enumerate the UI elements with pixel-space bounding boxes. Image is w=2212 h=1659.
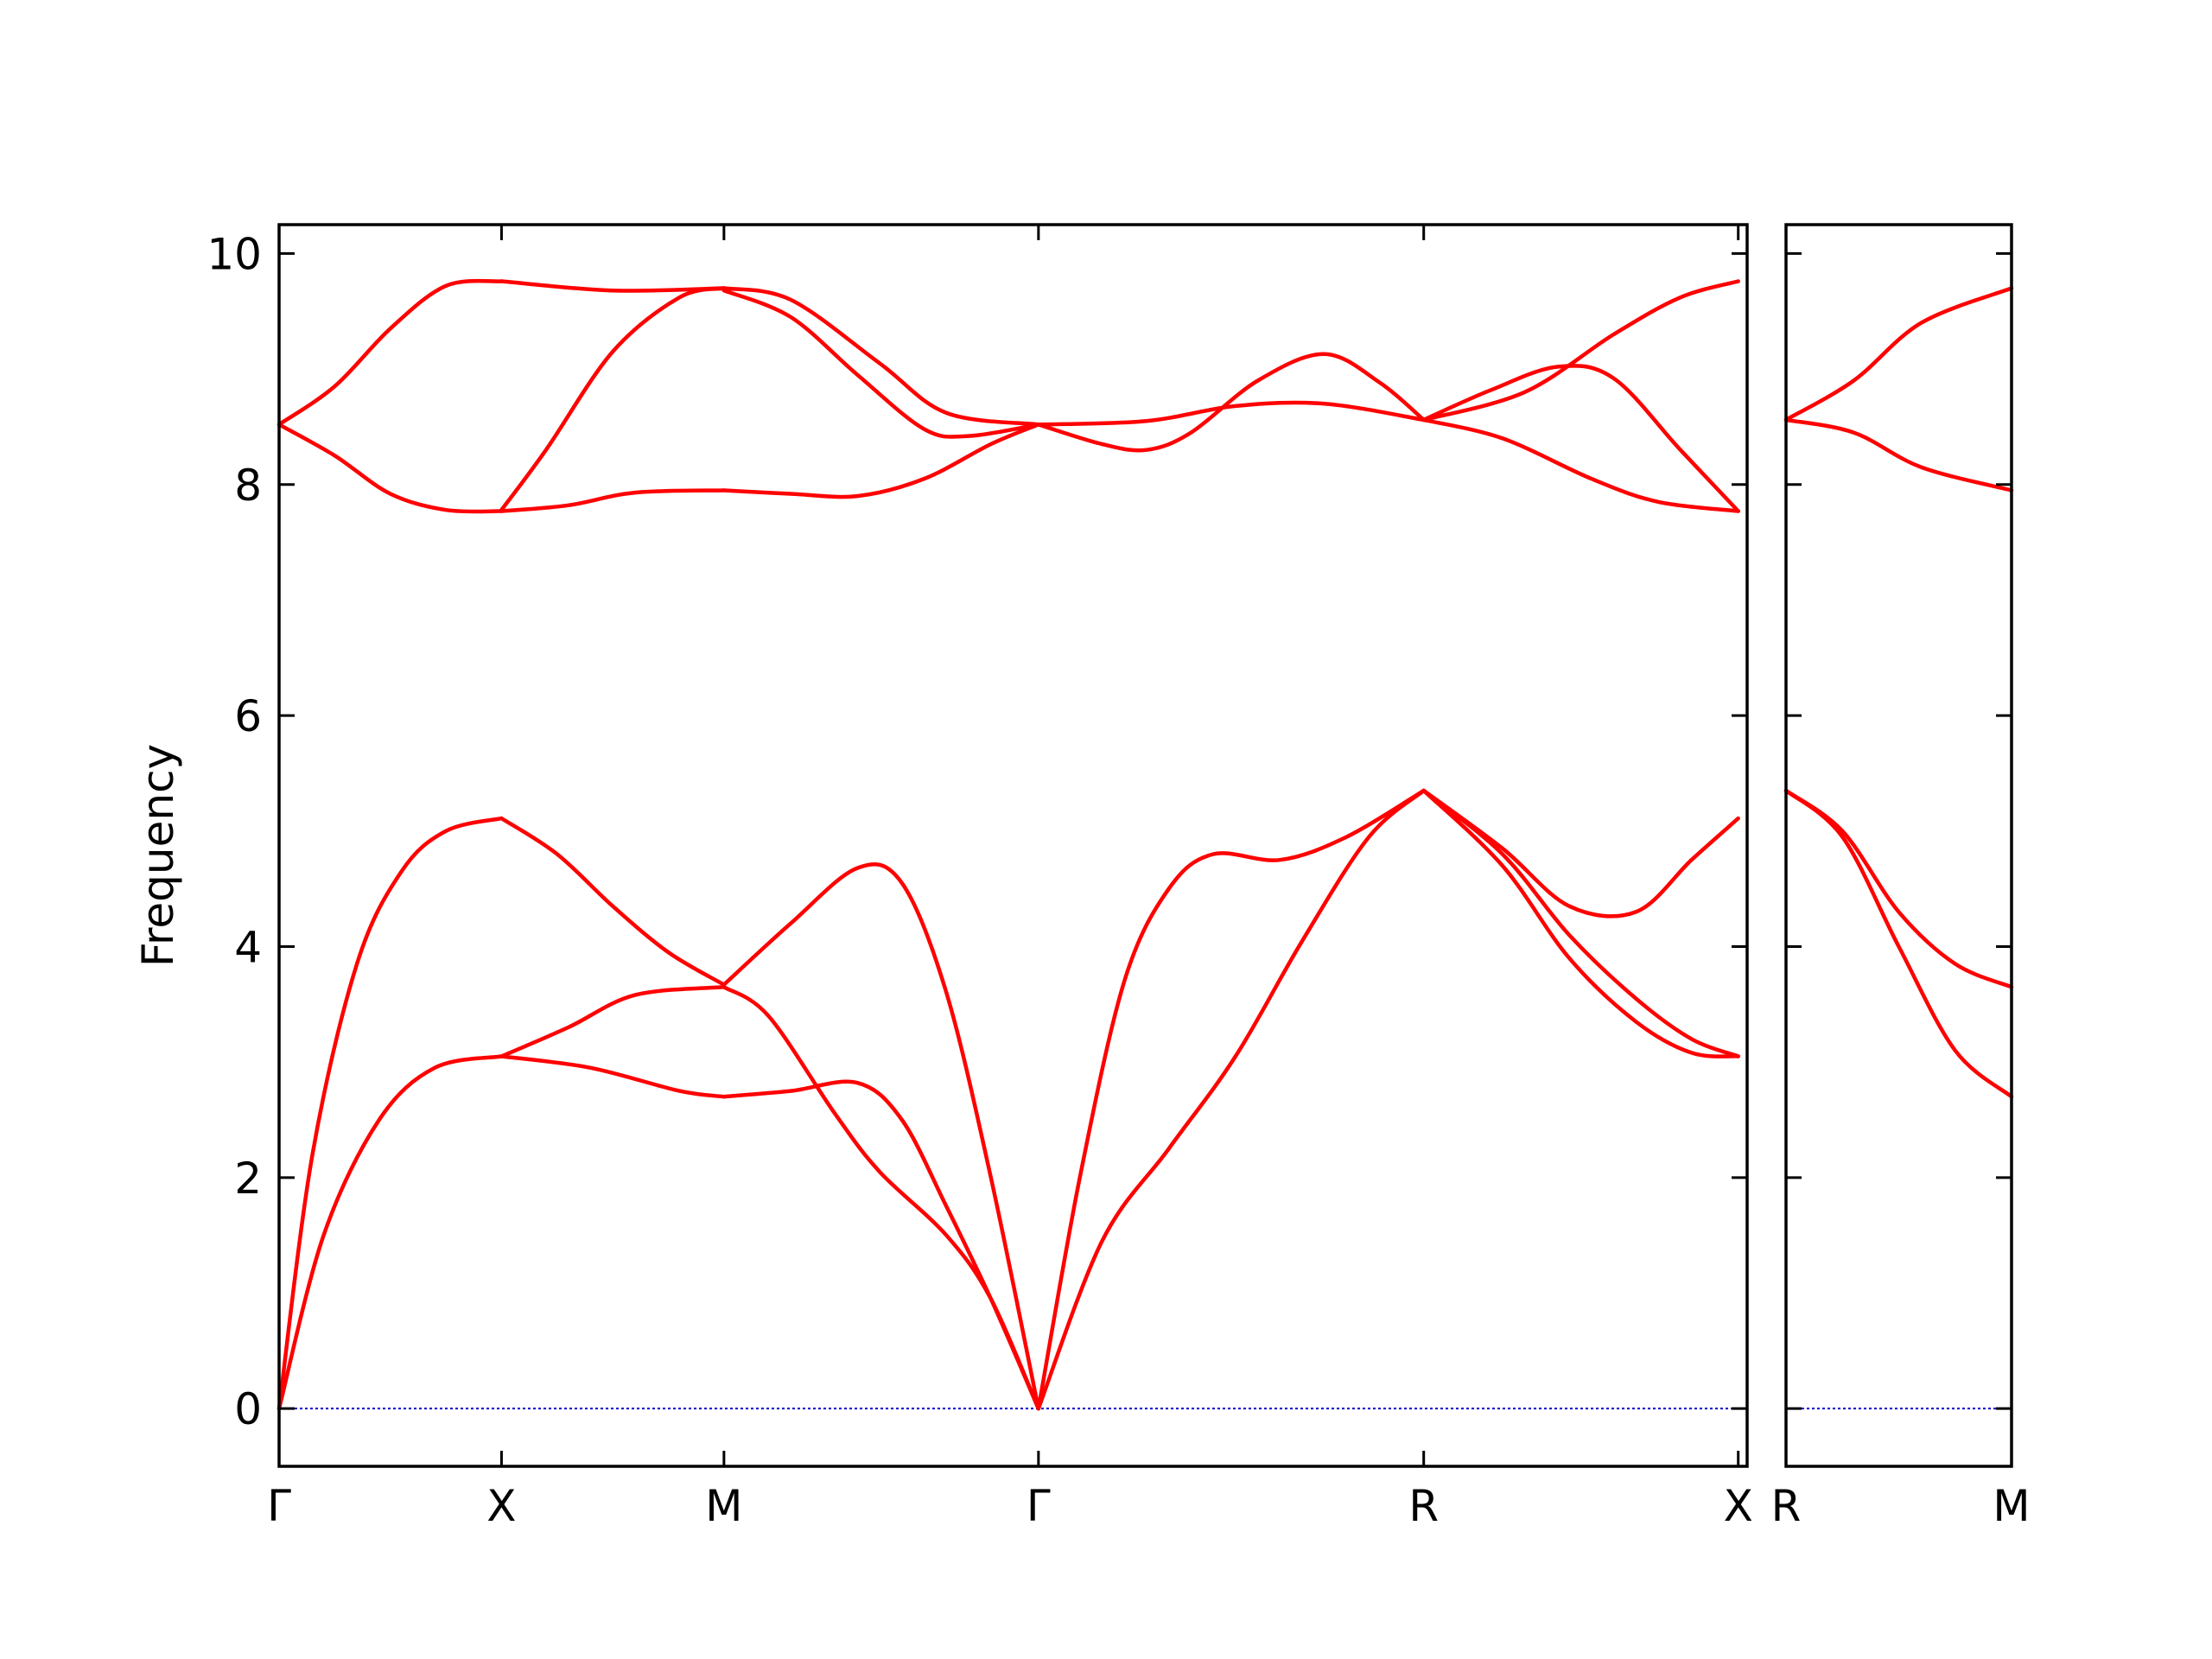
band-line-0-17: [499, 1054, 727, 1099]
band-line-0-0: [276, 278, 504, 427]
y-tick-label: 6: [234, 691, 262, 741]
x-tick-label: X: [1724, 1481, 1753, 1531]
band-line-0-20: [721, 1079, 1041, 1411]
band-line-1-3: [1783, 788, 2014, 1099]
band-line-0-13: [276, 816, 504, 1411]
band-line-0-19: [721, 985, 1041, 1411]
band-line-1-1: [1783, 417, 2014, 493]
band-line-0-2: [276, 423, 504, 514]
x-tick-label: X: [486, 1481, 516, 1531]
x-tick-label: M: [1993, 1481, 2030, 1531]
band-line-0-14: [276, 1054, 504, 1411]
bands: [276, 278, 2014, 1411]
y-axis-title: Frequency: [133, 744, 183, 967]
y-tick-label: 0: [234, 1384, 262, 1434]
band-line-0-5: [721, 286, 1041, 427]
y-tick-label: 10: [207, 229, 262, 279]
band-line-0-1: [499, 279, 727, 293]
band-line-0-4: [499, 286, 727, 512]
y-tick-label: 4: [234, 922, 262, 972]
band-line-0-11: [1421, 279, 1740, 423]
x-tick-label: Γ: [1027, 1481, 1051, 1531]
x-tick-label: Γ: [267, 1481, 291, 1531]
band-line-0-22: [1036, 788, 1426, 1411]
x-tick-label: R: [1408, 1481, 1439, 1531]
band-line-0-24: [1421, 788, 1740, 1058]
band-line-0-18: [721, 862, 1041, 1411]
band-line-0-8: [1036, 352, 1426, 453]
band-line-1-2: [1783, 788, 2014, 989]
band-line-0-3: [499, 488, 727, 513]
y-tick-label: 8: [234, 461, 262, 511]
band-line-0-7: [721, 423, 1041, 499]
band-line-0-23: [1421, 788, 1740, 918]
band-line-0-12: [1421, 417, 1740, 513]
y-tick-label: 2: [234, 1154, 262, 1204]
axes: [277, 223, 2013, 1468]
band-line-0-21: [1036, 788, 1426, 1411]
band-line-0-6: [721, 288, 1041, 439]
plot-frame: [277, 223, 1749, 1468]
plot-frame: [1784, 223, 2013, 1468]
x-tick-label: M: [705, 1481, 742, 1531]
band-line-0-15: [499, 816, 727, 987]
band-line-0-25: [1421, 788, 1740, 1058]
x-tick-label: R: [1771, 1481, 1802, 1531]
band-line-0-9: [1036, 400, 1426, 427]
band-line-0-16: [499, 985, 727, 1058]
band-line-0-10: [1421, 364, 1740, 513]
band-line-1-0: [1783, 286, 2014, 423]
